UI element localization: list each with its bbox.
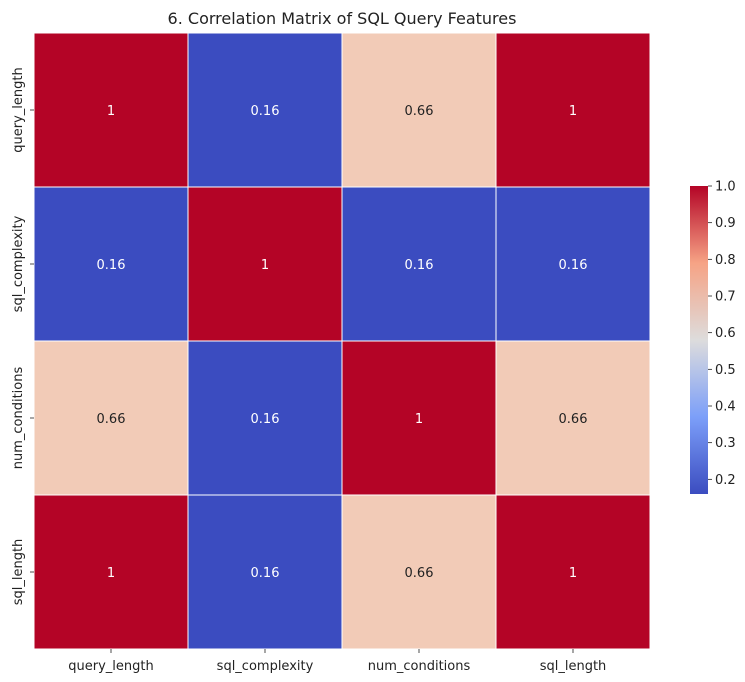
cell-label-sql-length-sql-length: 1	[569, 566, 577, 581]
cell-label-num-conditions-query-length: 0.66	[97, 412, 126, 427]
y-axis-ticks: query_length sql_complexity num_conditions…	[11, 67, 34, 605]
x-tick-label-query-length: query_length	[68, 659, 153, 674]
cell-sql-length-sql-length	[495, 494, 651, 650]
cell-sql-length-query-length	[33, 494, 189, 650]
cell-label-num-conditions-sql-complexity: 0.16	[251, 412, 280, 427]
cell-query-length-num-conditions	[341, 32, 497, 188]
colorbar-tick-label: 0.9	[715, 216, 736, 231]
cell-sql-complexity-sql-length	[495, 186, 651, 342]
cell-label-sql-complexity-sql-complexity: 1	[261, 258, 269, 273]
colorbar-tick-label: 0.7	[715, 290, 736, 305]
colorbar-tick-label: 0.3	[715, 436, 736, 451]
cell-num-conditions-sql-length	[495, 340, 651, 496]
cell-label-num-conditions-num-conditions: 1	[415, 412, 423, 427]
colorbar-tick-label: 0.6	[715, 326, 736, 341]
cell-query-length-query-length	[33, 32, 189, 188]
cell-sql-length-num-conditions	[341, 494, 497, 650]
cell-query-length-sql-complexity	[187, 32, 343, 188]
cell-label-query-length-sql-complexity: 0.16	[251, 104, 280, 119]
colorbar-tick-label: 0.2	[715, 473, 736, 488]
y-tick-label-sql-complexity: sql_complexity	[11, 215, 26, 312]
colorbar-tick-label: 0.5	[715, 363, 736, 378]
chart-title: 6. Correlation Matrix of SQL Query Featu…	[168, 9, 517, 28]
colorbar-tick-label: 1.0	[715, 180, 736, 195]
cell-label-sql-complexity-num-conditions: 0.16	[405, 258, 434, 273]
colorbar: 1.0 0.9 0.8 0.7 0.6 0.5 0.4 0.3 0.2	[690, 180, 736, 494]
cell-sql-complexity-query-length	[33, 186, 189, 342]
colorbar-tick-label: 0.8	[715, 253, 736, 268]
x-tick-label-sql-length: sql_length	[540, 659, 607, 674]
cell-sql-complexity-num-conditions	[341, 186, 497, 342]
x-tick-label-sql-complexity: sql_complexity	[217, 659, 314, 674]
y-tick-label-query-length: query_length	[11, 67, 26, 152]
colorbar-gradient	[690, 186, 708, 494]
cell-sql-complexity-sql-complexity	[187, 186, 343, 342]
cell-label-query-length-sql-length: 1	[569, 104, 577, 119]
cell-query-length-sql-length	[495, 32, 651, 188]
cell-label-query-length-num-conditions: 0.66	[405, 104, 434, 119]
x-axis-ticks: query_length sql_complexity num_conditions…	[68, 649, 606, 674]
cell-label-sql-complexity-sql-length: 0.16	[559, 258, 588, 273]
cell-label-sql-length-sql-complexity: 0.16	[251, 566, 280, 581]
y-tick-label-num-conditions: num_conditions	[11, 367, 26, 470]
heatmap-cells: 1 0.16 0.66 1 0.16 1 0.16 0.16 0.66 0.16 1 0.66 1 0.1…	[33, 32, 651, 650]
cell-label-num-conditions-sql-length: 0.66	[559, 412, 588, 427]
x-tick-label-num-conditions: num_conditions	[368, 659, 471, 674]
colorbar-tick-label: 0.4	[715, 400, 736, 415]
cell-label-query-length-query-length: 1	[107, 104, 115, 119]
cell-num-conditions-sql-complexity	[187, 340, 343, 496]
cell-sql-length-sql-complexity	[187, 494, 343, 650]
cell-label-sql-length-num-conditions: 0.66	[405, 566, 434, 581]
cell-label-sql-complexity-query-length: 0.16	[97, 258, 126, 273]
y-tick-label-sql-length: sql_length	[11, 539, 26, 606]
cell-label-sql-length-query-length: 1	[107, 566, 115, 581]
